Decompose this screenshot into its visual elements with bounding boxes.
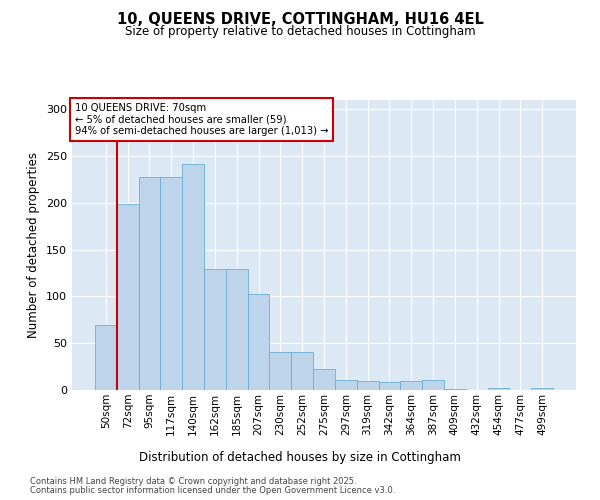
Bar [160,176,182,390]
Bar [95,324,117,390]
Bar [488,388,509,390]
Text: Size of property relative to detached houses in Cottingham: Size of property relative to detached ho… [125,25,475,38]
Y-axis label: Number of detached properties: Number of detached properties [28,152,40,338]
Bar [422,380,444,390]
Text: 10, QUEENS DRIVE, COTTINGHAM, HU16 4EL: 10, QUEENS DRIVE, COTTINGHAM, HU16 4EL [116,12,484,28]
Bar [226,270,248,390]
Bar [139,176,160,390]
Bar [291,352,313,390]
Bar [182,164,204,390]
Text: 10 QUEENS DRIVE: 70sqm
← 5% of detached houses are smaller (59)
94% of semi-deta: 10 QUEENS DRIVE: 70sqm ← 5% of detached … [74,103,328,136]
Bar [444,389,466,390]
Bar [379,382,400,390]
Text: Contains public sector information licensed under the Open Government Licence v3: Contains public sector information licen… [30,486,395,495]
Bar [335,380,357,390]
Bar [269,352,291,390]
Text: Contains HM Land Registry data © Crown copyright and database right 2025.: Contains HM Land Registry data © Crown c… [30,477,356,486]
Text: Distribution of detached houses by size in Cottingham: Distribution of detached houses by size … [139,451,461,464]
Bar [357,380,379,390]
Bar [248,294,269,390]
Bar [531,388,553,390]
Bar [313,370,335,390]
Bar [117,204,139,390]
Bar [204,270,226,390]
Bar [400,380,422,390]
